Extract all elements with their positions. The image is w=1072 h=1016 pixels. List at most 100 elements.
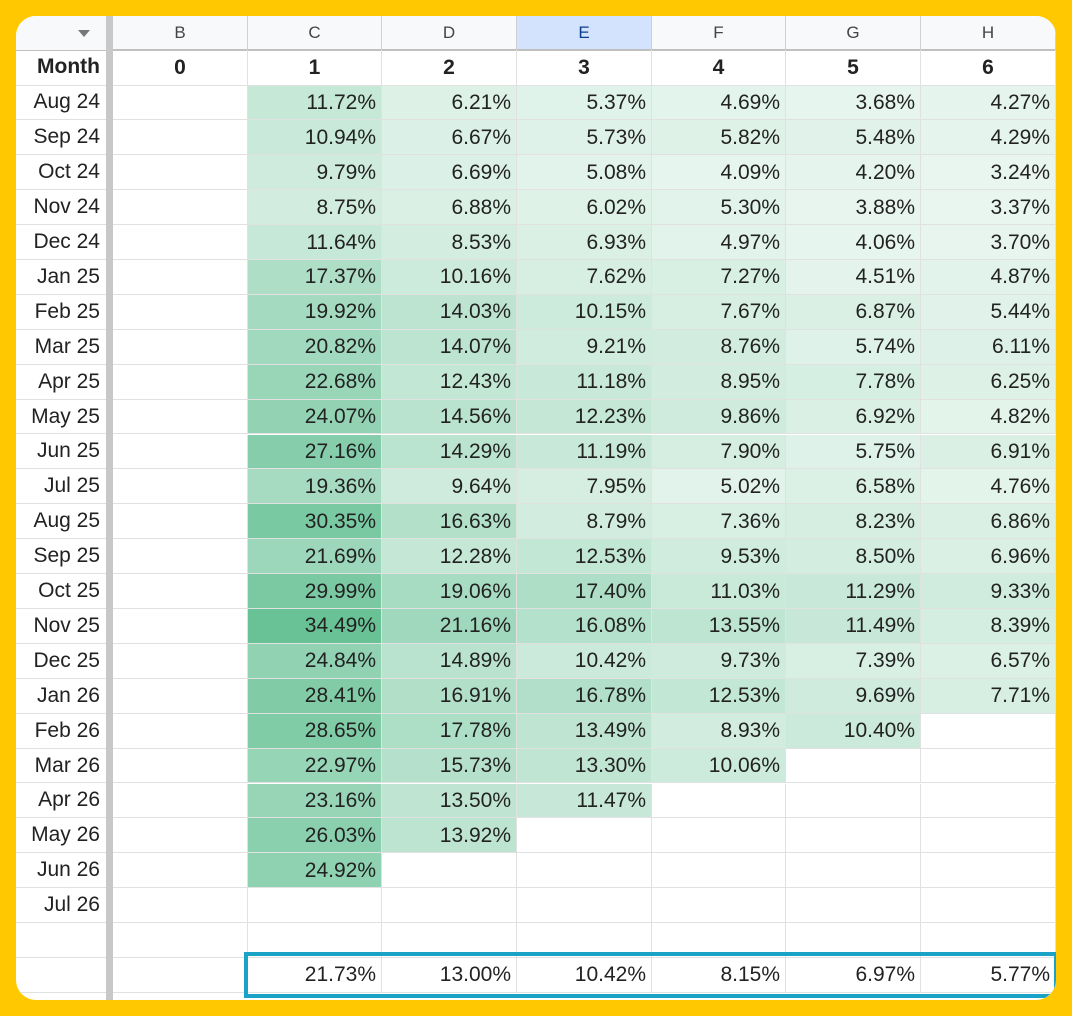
column-header-e[interactable]: E [517, 16, 652, 50]
retention-cell[interactable] [113, 434, 248, 470]
retention-cell[interactable]: 16.08% [517, 609, 652, 644]
retention-cell[interactable] [786, 818, 921, 854]
retention-cell[interactable]: 6.67% [382, 120, 517, 156]
retention-cell[interactable]: 10.94% [248, 120, 382, 156]
retention-cell[interactable]: 9.69% [786, 678, 921, 714]
period-header-cell[interactable]: 4 [652, 50, 786, 86]
summary-average-cell[interactable]: 6.97% [786, 958, 921, 993]
retention-cell[interactable]: 7.67% [652, 294, 786, 330]
retention-cell[interactable] [517, 888, 652, 924]
row-month-label[interactable]: Oct 25 [16, 574, 106, 609]
retention-cell[interactable] [113, 399, 248, 435]
retention-cell[interactable]: 7.27% [652, 260, 786, 295]
retention-cell[interactable]: 7.71% [921, 678, 1056, 714]
retention-cell[interactable]: 3.37% [921, 190, 1056, 226]
retention-cell[interactable]: 34.49% [248, 609, 382, 644]
retention-cell[interactable] [921, 713, 1056, 749]
row-month-label[interactable]: Jun 26 [16, 853, 106, 889]
retention-cell[interactable]: 5.30% [652, 190, 786, 226]
period-header-cell[interactable]: 3 [517, 50, 652, 86]
retention-cell[interactable] [652, 818, 786, 854]
retention-cell[interactable]: 13.50% [382, 783, 517, 819]
retention-cell[interactable]: 6.02% [517, 190, 652, 226]
retention-cell[interactable]: 13.30% [517, 748, 652, 784]
retention-cell[interactable]: 23.16% [248, 783, 382, 819]
retention-cell[interactable]: 5.73% [517, 120, 652, 156]
retention-cell[interactable]: 12.23% [517, 399, 652, 435]
retention-cell[interactable] [113, 539, 248, 575]
summary-average-cell[interactable]: 10.42% [517, 958, 652, 993]
retention-cell[interactable]: 12.53% [517, 539, 652, 575]
row-month-label[interactable]: May 25 [16, 400, 106, 435]
retention-cell[interactable]: 28.41% [248, 678, 382, 714]
retention-cell[interactable] [786, 783, 921, 819]
retention-cell[interactable] [113, 225, 248, 260]
column-header-f[interactable]: F [652, 16, 786, 50]
retention-cell[interactable]: 29.99% [248, 574, 382, 609]
retention-cell[interactable]: 19.92% [248, 294, 382, 330]
retention-cell[interactable] [921, 923, 1056, 958]
retention-cell[interactable] [113, 574, 248, 609]
retention-cell[interactable]: 4.82% [921, 399, 1056, 435]
row-month-label[interactable]: May 26 [16, 818, 106, 854]
row-month-label[interactable]: Dec 25 [16, 644, 106, 679]
retention-cell[interactable]: 17.37% [248, 260, 382, 295]
retention-cell[interactable]: 7.36% [652, 504, 786, 540]
retention-cell[interactable]: 7.39% [786, 643, 921, 679]
retention-cell[interactable]: 14.07% [382, 329, 517, 365]
retention-cell[interactable]: 9.86% [652, 399, 786, 435]
retention-cell[interactable]: 24.07% [248, 399, 382, 435]
retention-cell[interactable] [921, 818, 1056, 854]
retention-cell[interactable]: 8.50% [786, 539, 921, 575]
row-month-label[interactable]: Jul 26 [16, 888, 106, 924]
retention-cell[interactable] [113, 678, 248, 714]
retention-cell[interactable] [113, 888, 248, 924]
retention-cell[interactable]: 24.84% [248, 643, 382, 679]
row-month-label[interactable]: Aug 25 [16, 504, 106, 540]
retention-cell[interactable] [113, 783, 248, 819]
retention-cell[interactable]: 4.69% [652, 85, 786, 121]
retention-cell[interactable]: 9.64% [382, 469, 517, 505]
retention-cell[interactable]: 3.88% [786, 190, 921, 226]
row-month-label[interactable]: Feb 25 [16, 295, 106, 330]
retention-cell[interactable]: 14.89% [382, 643, 517, 679]
retention-cell[interactable]: 4.06% [786, 225, 921, 260]
retention-cell[interactable]: 4.97% [652, 225, 786, 260]
retention-cell[interactable] [248, 888, 382, 924]
retention-cell[interactable] [921, 783, 1056, 819]
retention-cell[interactable]: 22.68% [248, 364, 382, 400]
retention-cell[interactable]: 9.33% [921, 574, 1056, 609]
retention-cell[interactable]: 6.92% [786, 399, 921, 435]
retention-cell[interactable]: 8.23% [786, 504, 921, 540]
retention-cell[interactable]: 21.69% [248, 539, 382, 575]
retention-cell[interactable]: 9.73% [652, 643, 786, 679]
row-month-label[interactable]: Sep 24 [16, 120, 106, 156]
retention-cell[interactable]: 5.02% [652, 469, 786, 505]
retention-cell[interactable]: 21.16% [382, 609, 517, 644]
retention-cell[interactable]: 6.91% [921, 434, 1056, 470]
retention-cell[interactable] [786, 923, 921, 958]
retention-cell[interactable]: 6.88% [382, 190, 517, 226]
retention-cell[interactable] [517, 923, 652, 958]
retention-cell[interactable]: 6.86% [921, 504, 1056, 540]
retention-cell[interactable]: 27.16% [248, 434, 382, 470]
retention-cell[interactable]: 10.15% [517, 294, 652, 330]
column-header-d[interactable]: D [382, 16, 517, 50]
retention-cell[interactable]: 9.21% [517, 329, 652, 365]
retention-cell[interactable] [921, 853, 1056, 889]
retention-cell[interactable] [248, 923, 382, 958]
column-header-c[interactable]: C [248, 16, 382, 50]
retention-cell[interactable]: 10.42% [517, 643, 652, 679]
retention-cell[interactable]: 7.90% [652, 434, 786, 470]
retention-cell[interactable]: 10.16% [382, 260, 517, 295]
retention-cell[interactable]: 8.93% [652, 713, 786, 749]
retention-cell[interactable] [382, 853, 517, 889]
retention-cell[interactable] [786, 888, 921, 924]
retention-cell[interactable]: 26.03% [248, 818, 382, 854]
retention-cell[interactable]: 6.25% [921, 364, 1056, 400]
retention-cell[interactable]: 4.29% [921, 120, 1056, 156]
retention-cell[interactable] [113, 643, 248, 679]
retention-cell[interactable]: 11.72% [248, 85, 382, 121]
retention-cell[interactable] [113, 120, 248, 156]
row-month-label[interactable]: Feb 26 [16, 714, 106, 749]
